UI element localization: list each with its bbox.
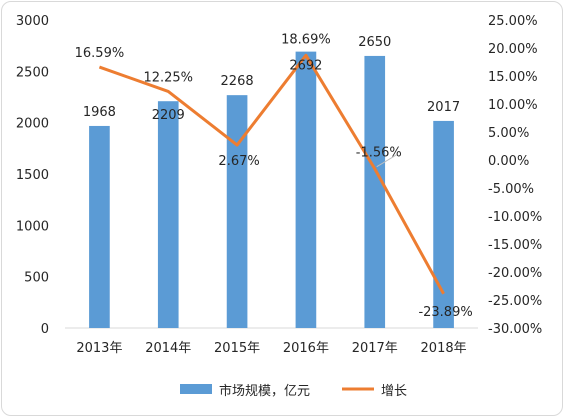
- x-tick-label: 2016年: [283, 341, 329, 356]
- bar: [296, 52, 317, 328]
- legend-label-bar: 市场规模，亿元: [219, 383, 310, 399]
- y-left-tick-label: 500: [24, 271, 49, 286]
- bar: [158, 101, 179, 328]
- y-right-tick-label: -5.00%: [488, 182, 534, 197]
- bar-data-label: 1968: [83, 105, 116, 120]
- y-right-tick-label: -10.00%: [488, 210, 542, 225]
- bar-data-label: 2268: [221, 74, 254, 89]
- x-tick-label: 2017年: [352, 341, 398, 356]
- bar-data-label: 2209: [152, 108, 185, 123]
- y-left-tick-label: 2000: [16, 117, 49, 132]
- line-data-label: -23.89%: [418, 305, 472, 320]
- bar: [89, 126, 110, 328]
- legend-swatch-bar: [180, 384, 212, 394]
- bar: [227, 95, 248, 328]
- bar: [364, 56, 385, 328]
- y-left-tick-label: 1000: [16, 219, 49, 234]
- line-data-label: 2.67%: [218, 154, 259, 169]
- x-tick-label: 2014年: [145, 341, 191, 356]
- x-tick-label: 2018年: [421, 341, 467, 356]
- bar-data-label: 2650: [358, 35, 391, 50]
- y-left-tick-label: 0: [41, 322, 49, 337]
- y-right-tick-label: 10.00%: [488, 98, 538, 113]
- y-right-tick-label: -20.00%: [488, 266, 542, 281]
- line-data-label: -1.56%: [356, 146, 402, 161]
- x-tick-label: 2015年: [214, 341, 260, 356]
- growth-line: [99, 55, 443, 293]
- line-data-label: 18.69%: [281, 32, 331, 47]
- legend-label-line: 增长: [381, 384, 407, 399]
- y-right-tick-label: 0.00%: [488, 154, 529, 169]
- y-left-tick-label: 1500: [16, 168, 49, 183]
- y-right-tick-label: -15.00%: [488, 238, 542, 253]
- x-tick-label: 2013年: [76, 341, 122, 356]
- y-left-tick-label: 3000: [16, 14, 49, 29]
- y-right-tick-label: 20.00%: [488, 42, 538, 57]
- y-right-tick-label: -30.00%: [488, 322, 542, 337]
- line-data-label: 16.59%: [75, 46, 125, 61]
- y-right-tick-label: -25.00%: [488, 294, 542, 309]
- bar-data-label: 2692: [289, 59, 322, 74]
- y-left-tick-label: 2500: [16, 65, 49, 80]
- y-right-tick-label: 25.00%: [488, 14, 538, 29]
- y-right-tick-label: 15.00%: [488, 70, 538, 85]
- bar: [433, 121, 454, 328]
- line-data-label: 12.25%: [143, 70, 193, 85]
- y-right-tick-label: 5.00%: [488, 126, 529, 141]
- bar-data-label: 2017: [427, 100, 460, 115]
